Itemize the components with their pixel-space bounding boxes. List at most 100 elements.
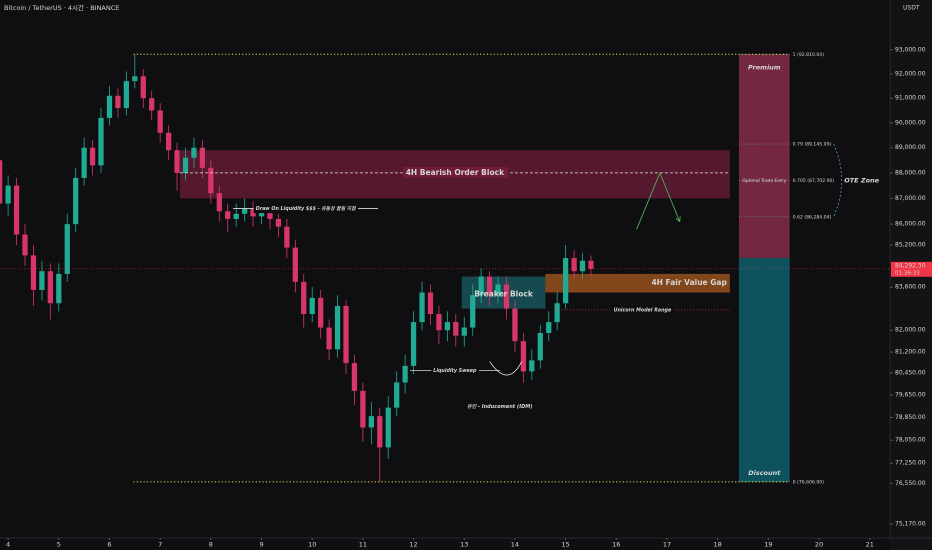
candle-body xyxy=(123,81,129,109)
countdown-label: 01:36:33 xyxy=(895,270,920,276)
current-price-label: 84,292.30 xyxy=(895,262,926,269)
fib-label: 0 (76,606.00) xyxy=(793,479,825,485)
candle-body xyxy=(13,185,20,235)
x-tick-label: 6 xyxy=(107,541,111,549)
x-tick-label: 16 xyxy=(612,541,620,549)
candle-body xyxy=(478,276,484,296)
candle-body xyxy=(326,327,332,350)
candle-body xyxy=(157,110,163,133)
fib-label: 0.79 (89,145.09) xyxy=(793,142,832,148)
candle-body xyxy=(529,360,535,372)
discount-label: Discount xyxy=(748,469,781,477)
zone xyxy=(545,273,730,293)
label-backing xyxy=(402,166,509,178)
y-tick-label: 89,000.00 xyxy=(895,144,926,151)
fib-label: 0.705 (87,702.90) xyxy=(793,178,835,184)
candle-body xyxy=(588,260,594,269)
candle-body xyxy=(0,160,3,204)
candle-body xyxy=(258,211,265,217)
x-tick-label: 15 xyxy=(561,541,569,549)
candle-body xyxy=(318,297,324,328)
currency-label: USDT xyxy=(903,5,920,12)
x-tick-label: 8 xyxy=(209,541,213,549)
x-tick-label: 9 xyxy=(259,541,263,549)
candle-body xyxy=(495,284,501,296)
candle-body xyxy=(571,258,577,272)
candle-body xyxy=(22,234,28,256)
zone-label: 4H Fair Value Gap xyxy=(651,278,727,287)
candle-body xyxy=(39,271,45,290)
candle-body xyxy=(199,147,206,168)
y-tick-label: 85,200.00 xyxy=(895,241,926,248)
candle-body xyxy=(334,305,341,350)
candle-body xyxy=(250,208,256,217)
candle-body xyxy=(453,322,459,336)
zone-label: 4H Bearish Order Block xyxy=(406,168,505,177)
y-tick-label: 86,000.00 xyxy=(895,221,926,228)
x-tick-label: 19 xyxy=(764,541,772,549)
candle-body xyxy=(233,213,239,219)
annotations-layer: Premium Discount 1 (92,810.64) 0.79 (89,145… xyxy=(0,52,890,485)
candle-body xyxy=(309,297,315,314)
candle-body xyxy=(5,185,11,204)
projection-arrowhead xyxy=(675,216,681,223)
candle-body xyxy=(242,208,248,214)
y-tick-label: 78,850.00 xyxy=(895,414,926,421)
premium-label: Premium xyxy=(748,63,781,71)
x-tick-label: 4 xyxy=(6,541,10,549)
level-label: Liquidity Sweep xyxy=(433,368,477,374)
y-tick-label: 83,600.00 xyxy=(895,284,926,291)
y-tick-label: 92,000.00 xyxy=(895,70,926,77)
y-tick-label: 90,000.00 xyxy=(895,119,926,126)
candle-body xyxy=(301,281,307,314)
candle-body xyxy=(98,117,104,166)
candle-body xyxy=(537,332,543,361)
y-tick-label: 91,000.00 xyxy=(895,95,926,102)
candle-body xyxy=(267,211,273,219)
candle-body xyxy=(427,292,434,314)
candle-body xyxy=(512,308,518,342)
fib-note: Optimal Trade Entry xyxy=(742,178,786,184)
sweep-curve xyxy=(489,361,523,376)
ote-label: OTE Zone xyxy=(844,176,879,184)
candle-body xyxy=(343,305,349,364)
y-tick-label: 79,650.00 xyxy=(895,392,926,399)
y-tick-label: 76,550.00 xyxy=(895,480,926,487)
x-tick-label: 17 xyxy=(663,541,671,549)
candle-body xyxy=(360,390,366,428)
candle-body xyxy=(402,365,408,383)
candle-body xyxy=(208,167,214,194)
y-tick-label: 75,170.00 xyxy=(895,521,926,528)
fib-label: 0.62 (86,284.04) xyxy=(793,214,832,220)
candle-body xyxy=(106,95,113,118)
zone xyxy=(461,276,546,309)
candle-body xyxy=(292,247,298,282)
x-tick-label: 13 xyxy=(460,541,468,549)
candle-body xyxy=(191,147,197,158)
candle-body xyxy=(284,226,290,248)
candle-body xyxy=(30,255,37,290)
y-tick-label: 87,000.00 xyxy=(895,195,926,202)
candle-body xyxy=(351,363,358,391)
candle-body xyxy=(182,157,189,173)
x-tick-label: 7 xyxy=(158,541,162,549)
current-price-tag xyxy=(891,261,932,277)
candle-body xyxy=(165,132,172,151)
x-tick-label: 11 xyxy=(359,541,367,549)
candle-body xyxy=(275,218,282,227)
y-tick-label: 78,050.00 xyxy=(895,437,926,444)
candle-body xyxy=(579,260,586,272)
candle-body xyxy=(225,211,231,219)
y-tick-label: 88,000.00 xyxy=(895,169,926,176)
candle-body xyxy=(132,76,138,82)
candle-body xyxy=(470,295,476,328)
candle-body xyxy=(64,224,70,274)
premium-zone xyxy=(738,54,790,259)
candle-body xyxy=(554,303,560,323)
y-tick-label: 82,000.00 xyxy=(895,327,926,334)
y-tick-label: 93,000.00 xyxy=(895,46,926,53)
x-tick-label: 5 xyxy=(57,541,61,549)
x-tick-label: 21 xyxy=(866,541,874,549)
